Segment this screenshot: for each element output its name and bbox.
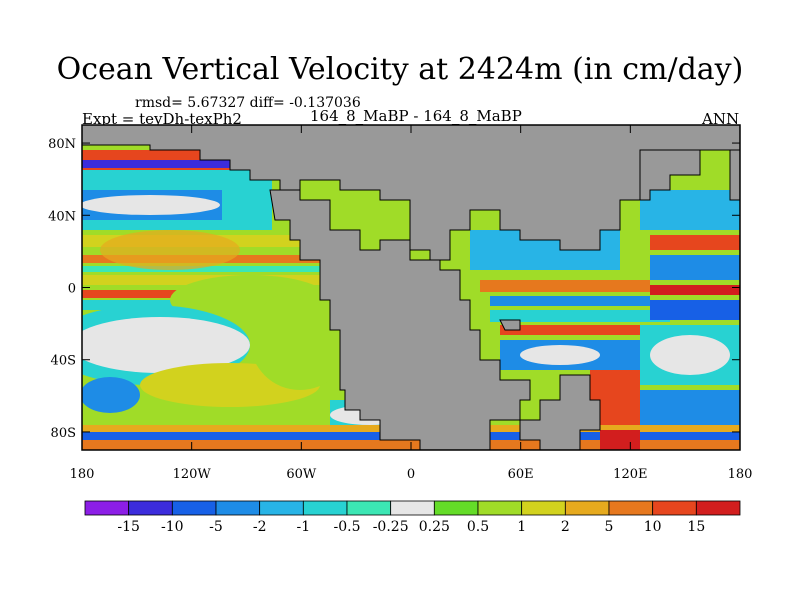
experiment-label: Expt = teyDh-texPh2 (82, 110, 242, 128)
stats-label: rmsd= 5.67327 diff= -0.137036 (135, 95, 361, 111)
colorbar-swatch (259, 500, 304, 516)
colorbar-swatch (433, 500, 479, 516)
y-tick-label: 40S (51, 354, 76, 369)
colorbar-label: 5 (605, 519, 614, 535)
chart-title: Ocean Vertical Velocity at 2424m (in cm/… (56, 52, 744, 87)
colorbar-label: 2 (561, 519, 570, 535)
colorbar-swatch (215, 500, 261, 516)
colorbar-swatch (652, 500, 697, 516)
x-tick-label: 120W (173, 467, 212, 482)
colorbar-label: 0.5 (467, 519, 489, 535)
period-label: 164_8_MaBP - 164_8_MaBP (310, 107, 522, 125)
x-tick-label: 0 (407, 467, 415, 482)
x-tick-label: 180 (728, 467, 753, 482)
colorbar-label: 10 (644, 519, 662, 535)
x-tick-label: 120E (613, 467, 647, 482)
colorbar-label: 15 (687, 519, 705, 535)
colorbar-label: -15 (117, 519, 140, 535)
colorbar-swatch (346, 500, 392, 516)
colorbar-label: -10 (161, 519, 184, 535)
colorbar-swatch (84, 500, 130, 516)
colorbar-label: 1 (517, 519, 526, 535)
colorbar-swatch (695, 500, 741, 516)
season-label: ANN (702, 110, 740, 128)
colorbar-swatch (521, 500, 566, 516)
colorbar-swatch (171, 500, 217, 516)
colorbar-swatch (608, 500, 654, 516)
colorbar-label: -5 (209, 519, 223, 535)
colorbar-swatch (477, 500, 523, 516)
x-tick-label: 60W (286, 467, 317, 482)
colorbar-label: -2 (253, 519, 267, 535)
colorbar-label: -0.25 (373, 519, 409, 535)
y-tick-label: 0 (68, 282, 76, 297)
land-masses (82, 125, 740, 450)
colorbar-swatch (302, 500, 348, 516)
colorbar-swatch (128, 500, 173, 516)
x-tick-label: 180 (70, 467, 95, 482)
colorbar-label: -0.5 (334, 519, 361, 535)
y-tick-label: 80S (51, 426, 76, 441)
x-tick-label: 60E (508, 467, 534, 482)
colorbar-swatch (564, 500, 610, 516)
map-axes: 180 120W 60W 0 60E 120E 180 80N 40N 0 40S 80S (48, 125, 752, 482)
colorbar: -15 -10 -5 -2 -1 -0.5 -0.25 0.25 0.5 1 2 5 10 15 (84, 500, 741, 535)
colorbar-swatch (390, 500, 435, 516)
y-tick-label: 80N (48, 137, 76, 152)
colorbar-label: 0.25 (419, 519, 450, 535)
colorbar-label: -1 (297, 519, 311, 535)
y-tick-label: 40N (48, 209, 76, 224)
